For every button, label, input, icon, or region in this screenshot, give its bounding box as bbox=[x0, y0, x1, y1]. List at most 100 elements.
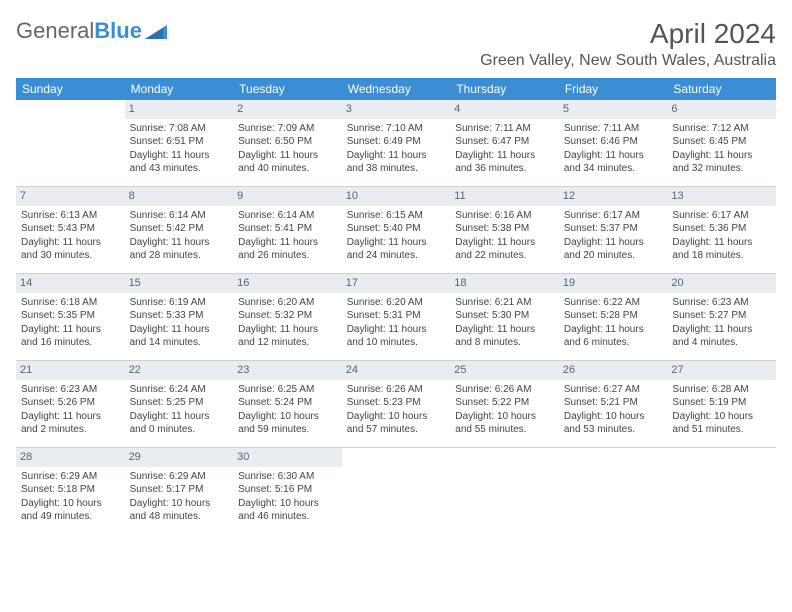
sunrise-text: Sunrise: 6:21 AM bbox=[455, 296, 554, 310]
daylight-text-2: and 38 minutes. bbox=[347, 162, 446, 176]
sunrise-text: Sunrise: 6:20 AM bbox=[238, 296, 337, 310]
sunset-text: Sunset: 5:19 PM bbox=[672, 396, 771, 410]
weekday-sunday: Sunday bbox=[16, 78, 125, 100]
sunset-text: Sunset: 5:41 PM bbox=[238, 222, 337, 236]
daylight-text-2: and 34 minutes. bbox=[564, 162, 663, 176]
daylight-text-1: Daylight: 11 hours bbox=[130, 236, 229, 250]
daylight-text-2: and 16 minutes. bbox=[21, 336, 120, 350]
header: GeneralBlue April 2024 Green Valley, New… bbox=[16, 18, 776, 70]
sunset-text: Sunset: 5:36 PM bbox=[672, 222, 771, 236]
day-number: 4 bbox=[450, 100, 559, 119]
sunset-text: Sunset: 5:26 PM bbox=[21, 396, 120, 410]
daylight-text-1: Daylight: 10 hours bbox=[130, 497, 229, 511]
sunset-text: Sunset: 5:27 PM bbox=[672, 309, 771, 323]
daylight-text-2: and 32 minutes. bbox=[672, 162, 771, 176]
day-number: 20 bbox=[667, 274, 776, 293]
daylight-text-2: and 51 minutes. bbox=[672, 423, 771, 437]
daylight-text-2: and 4 minutes. bbox=[672, 336, 771, 350]
sunset-text: Sunset: 6:50 PM bbox=[238, 135, 337, 149]
daylight-text-2: and 2 minutes. bbox=[21, 423, 120, 437]
day-number: 28 bbox=[16, 448, 125, 467]
sunset-text: Sunset: 6:49 PM bbox=[347, 135, 446, 149]
day-number: 24 bbox=[342, 361, 451, 380]
daylight-text-1: Daylight: 11 hours bbox=[347, 323, 446, 337]
calendar-week: 21 Sunrise: 6:23 AMSunset: 5:26 PM Dayligh… bbox=[16, 360, 776, 447]
daylight-text-1: Daylight: 11 hours bbox=[21, 236, 120, 250]
calendar-day: 16 Sunrise: 6:20 AMSunset: 5:32 PMDayligh… bbox=[233, 274, 342, 360]
day-number: 7 bbox=[16, 187, 125, 206]
daylight-text-1: Daylight: 10 hours bbox=[564, 410, 663, 424]
sunrise-text: Sunrise: 6:14 AM bbox=[130, 209, 229, 223]
calendar-week: 1Sunrise: 7:08 AMSunset: 6:51 PMDaylight… bbox=[16, 100, 776, 186]
daylight-text-1: Daylight: 11 hours bbox=[238, 236, 337, 250]
daylight-text-2: and 10 minutes. bbox=[347, 336, 446, 350]
daylight-text-1: Daylight: 11 hours bbox=[672, 149, 771, 163]
logo: GeneralBlue bbox=[16, 18, 167, 44]
day-number: 10 bbox=[342, 187, 451, 206]
sunrise-text: Sunrise: 6:26 AM bbox=[347, 383, 446, 397]
daylight-text-2: and 36 minutes. bbox=[455, 162, 554, 176]
sunrise-text: Sunrise: 6:23 AM bbox=[21, 383, 120, 397]
weekday-thursday: Thursday bbox=[450, 78, 559, 100]
daylight-text-1: Daylight: 11 hours bbox=[130, 323, 229, 337]
sunrise-text: Sunrise: 6:23 AM bbox=[672, 296, 771, 310]
daylight-text-1: Daylight: 11 hours bbox=[130, 149, 229, 163]
day-number: 21 bbox=[16, 361, 125, 380]
calendar-week: 14Sunrise: 6:18 AMSunset: 5:35 PMDayligh… bbox=[16, 273, 776, 360]
logo-triangle-icon bbox=[145, 23, 167, 39]
sunrise-text: Sunrise: 6:15 AM bbox=[347, 209, 446, 223]
sunrise-text: Sunrise: 6:26 AM bbox=[455, 383, 554, 397]
sunrise-text: Sunrise: 7:08 AM bbox=[130, 122, 229, 136]
calendar-day: 12Sunrise: 6:17 AMSunset: 5:37 PMDayligh… bbox=[559, 187, 668, 273]
daylight-text-1: Daylight: 11 hours bbox=[564, 236, 663, 250]
day-number: 6 bbox=[667, 100, 776, 119]
daylight-text-1: Daylight: 11 hours bbox=[672, 323, 771, 337]
sunset-text: Sunset: 5:31 PM bbox=[347, 309, 446, 323]
sunset-text: Sunset: 5:35 PM bbox=[21, 309, 120, 323]
sunrise-text: Sunrise: 7:11 AM bbox=[564, 122, 663, 136]
sunrise-text: Sunrise: 6:16 AM bbox=[455, 209, 554, 223]
sunset-text: Sunset: 5:42 PM bbox=[130, 222, 229, 236]
daylight-text-1: Daylight: 10 hours bbox=[21, 497, 120, 511]
title-block: April 2024 Green Valley, New South Wales… bbox=[480, 18, 776, 70]
calendar-day: 5Sunrise: 7:11 AMSunset: 6:46 PMDaylight… bbox=[559, 100, 668, 186]
calendar-day: 9Sunrise: 6:14 AMSunset: 5:41 PMDaylight… bbox=[233, 187, 342, 273]
calendar-day bbox=[342, 448, 451, 534]
calendar-day: 3Sunrise: 7:10 AMSunset: 6:49 PMDaylight… bbox=[342, 100, 451, 186]
sunset-text: Sunset: 5:32 PM bbox=[238, 309, 337, 323]
day-number: 25 bbox=[450, 361, 559, 380]
calendar-day: 17Sunrise: 6:20 AMSunset: 5:31 PMDayligh… bbox=[342, 274, 451, 360]
calendar-day: 28Sunrise: 6:29 AMSunset: 5:18 PMDayligh… bbox=[16, 448, 125, 534]
calendar-day: 4Sunrise: 7:11 AMSunset: 6:47 PMDaylight… bbox=[450, 100, 559, 186]
day-number: 11 bbox=[450, 187, 559, 206]
sunset-text: Sunset: 5:38 PM bbox=[455, 222, 554, 236]
daylight-text-1: Daylight: 10 hours bbox=[672, 410, 771, 424]
month-title: April 2024 bbox=[480, 18, 776, 50]
daylight-text-2: and 55 minutes. bbox=[455, 423, 554, 437]
calendar-day bbox=[667, 448, 776, 534]
daylight-text-2: and 14 minutes. bbox=[130, 336, 229, 350]
day-number: 27 bbox=[667, 361, 776, 380]
daylight-text-2: and 48 minutes. bbox=[130, 510, 229, 524]
daylight-text-2: and 46 minutes. bbox=[238, 510, 337, 524]
calendar-day bbox=[16, 100, 125, 186]
logo-text: GeneralBlue bbox=[16, 18, 142, 44]
weekday-wednesday: Wednesday bbox=[342, 78, 451, 100]
calendar-day: 14Sunrise: 6:18 AMSunset: 5:35 PMDayligh… bbox=[16, 274, 125, 360]
daylight-text-2: and 12 minutes. bbox=[238, 336, 337, 350]
day-number: 2 bbox=[233, 100, 342, 119]
daylight-text-2: and 28 minutes. bbox=[130, 249, 229, 263]
sunset-text: Sunset: 6:46 PM bbox=[564, 135, 663, 149]
sunrise-text: Sunrise: 7:09 AM bbox=[238, 122, 337, 136]
daylight-text-1: Daylight: 11 hours bbox=[238, 323, 337, 337]
calendar-day: 15Sunrise: 6:19 AMSunset: 5:33 PMDayligh… bbox=[125, 274, 234, 360]
calendar-day: 27Sunrise: 6:28 AMSunset: 5:19 PMDayligh… bbox=[667, 361, 776, 447]
daylight-text-2: and 22 minutes. bbox=[455, 249, 554, 263]
calendar-day: 26Sunrise: 6:27 AMSunset: 5:21 PMDayligh… bbox=[559, 361, 668, 447]
day-number: 16 bbox=[233, 274, 342, 293]
day-number: 12 bbox=[559, 187, 668, 206]
sunset-text: Sunset: 6:47 PM bbox=[455, 135, 554, 149]
weekday-monday: Monday bbox=[125, 78, 234, 100]
calendar-week: 28Sunrise: 6:29 AMSunset: 5:18 PMDayligh… bbox=[16, 447, 776, 534]
sunrise-text: Sunrise: 6:20 AM bbox=[347, 296, 446, 310]
